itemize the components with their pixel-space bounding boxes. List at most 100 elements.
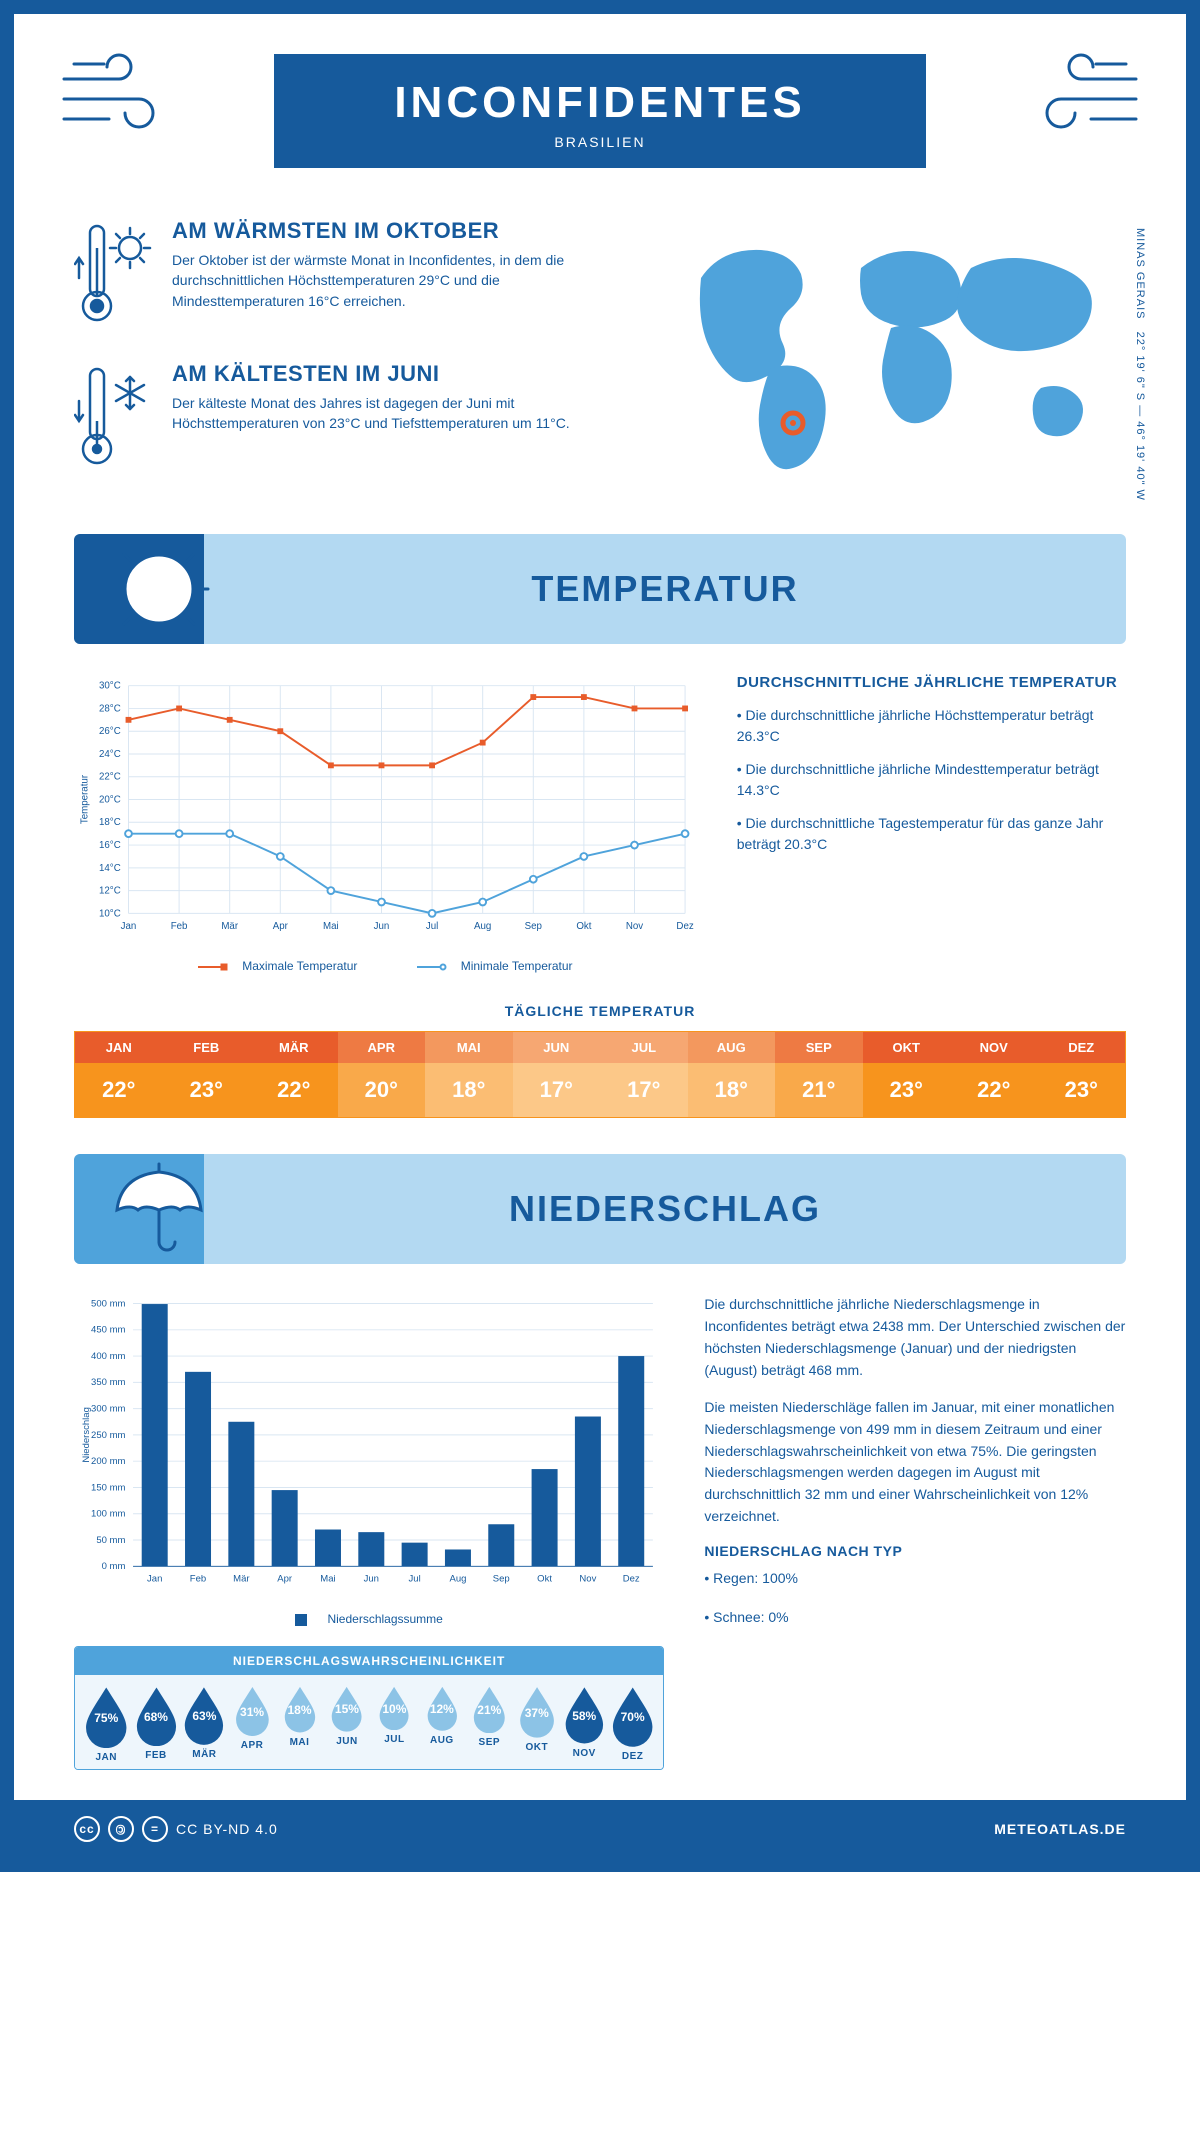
svg-text:Sep: Sep xyxy=(493,1574,510,1585)
section-title: NIEDERSCHLAG xyxy=(204,1188,1126,1230)
svg-text:28°C: 28°C xyxy=(99,703,121,714)
warmest-block: AM WÄRMSTEN IM OKTOBER Der Oktober ist d… xyxy=(74,218,631,333)
svg-text:12°C: 12°C xyxy=(99,886,121,897)
precip-type-heading: NIEDERSCHLAG NACH TYP xyxy=(704,1543,1126,1559)
svg-text:Feb: Feb xyxy=(171,921,188,932)
svg-text:Feb: Feb xyxy=(190,1574,206,1585)
svg-text:350 mm: 350 mm xyxy=(91,1378,125,1389)
site-name: METEOATLAS.DE xyxy=(994,1821,1126,1837)
svg-text:150 mm: 150 mm xyxy=(91,1483,125,1494)
temp-cell: JUL17° xyxy=(600,1032,688,1117)
temp-bullet: • Die durchschnittliche jährliche Mindes… xyxy=(737,759,1126,801)
svg-text:Jul: Jul xyxy=(426,921,438,932)
svg-text:Temperatur: Temperatur xyxy=(80,774,91,824)
svg-text:10°C: 10°C xyxy=(99,908,121,919)
umbrella-icon xyxy=(74,1154,204,1264)
svg-text:50 mm: 50 mm xyxy=(96,1535,125,1546)
svg-text:Jul: Jul xyxy=(409,1574,421,1585)
thermometer-snow-icon xyxy=(74,361,154,476)
svg-text:500 mm: 500 mm xyxy=(91,1299,125,1310)
temp-cell: DEZ23° xyxy=(1038,1032,1126,1117)
svg-text:30°C: 30°C xyxy=(99,681,121,692)
svg-text:300 mm: 300 mm xyxy=(91,1404,125,1415)
precip-type: • Regen: 100% xyxy=(704,1567,1126,1589)
svg-text:400 mm: 400 mm xyxy=(91,1351,125,1362)
svg-text:16°C: 16°C xyxy=(99,840,121,851)
svg-text:250 mm: 250 mm xyxy=(91,1430,125,1441)
temp-cell: JAN22° xyxy=(75,1032,163,1117)
svg-text:26°C: 26°C xyxy=(99,726,121,737)
footer: cc 🄯 = CC BY-ND 4.0 METEOATLAS.DE xyxy=(14,1800,1186,1858)
temp-cell: NOV22° xyxy=(950,1032,1038,1117)
temp-cell: AUG18° xyxy=(688,1032,776,1117)
svg-text:Mai: Mai xyxy=(323,921,339,932)
prob-drop: 68%FEB xyxy=(132,1685,181,1763)
coldest-text: Der kälteste Monat des Jahres ist dagege… xyxy=(172,393,631,434)
svg-text:Dez: Dez xyxy=(676,921,693,932)
sun-icon xyxy=(74,534,204,644)
temp-legend: Maximale Temperatur Minimale Temperatur xyxy=(74,959,697,973)
page-subtitle: BRASILIEN xyxy=(394,134,805,150)
temp-cell: APR20° xyxy=(338,1032,426,1117)
svg-text:Nov: Nov xyxy=(579,1574,596,1585)
svg-text:100 mm: 100 mm xyxy=(91,1509,125,1520)
temp-cell: MAI18° xyxy=(425,1032,513,1117)
warmest-text: Der Oktober ist der wärmste Monat in Inc… xyxy=(172,250,631,311)
section-precipitation: NIEDERSCHLAG xyxy=(74,1154,1126,1264)
svg-text:Jan: Jan xyxy=(147,1574,162,1585)
temp-bullet: • Die durchschnittliche jährliche Höchst… xyxy=(737,705,1126,747)
prob-drop: 12%AUG xyxy=(418,1685,465,1763)
svg-text:Sep: Sep xyxy=(525,921,542,932)
precip-paragraph: Die durchschnittliche jährliche Niedersc… xyxy=(704,1294,1126,1381)
svg-text:14°C: 14°C xyxy=(99,863,121,874)
world-map: MINAS GERAIS 22° 19' 6" S — 46° 19' 40" … xyxy=(661,218,1126,504)
cc-icon: cc xyxy=(74,1816,100,1842)
prob-drop: 21%SEP xyxy=(466,1685,513,1763)
license: cc 🄯 = CC BY-ND 4.0 xyxy=(74,1816,278,1842)
thermometer-sun-icon xyxy=(74,218,154,333)
daily-temp-table: TÄGLICHE TEMPERATUR JAN22°FEB23°MÄR22°AP… xyxy=(74,1003,1126,1118)
svg-text:20°C: 20°C xyxy=(99,794,121,805)
prob-drop: 70%DEZ xyxy=(608,1685,657,1763)
temp-cell: MÄR22° xyxy=(250,1032,338,1117)
svg-text:Mär: Mär xyxy=(233,1574,250,1585)
precip-type: • Schnee: 0% xyxy=(704,1606,1126,1628)
coordinates: MINAS GERAIS 22° 19' 6" S — 46° 19' 40" … xyxy=(1134,228,1146,501)
svg-text:Mär: Mär xyxy=(221,921,239,932)
prob-drop: 37%OKT xyxy=(513,1685,560,1763)
svg-text:200 mm: 200 mm xyxy=(91,1456,125,1467)
svg-text:Aug: Aug xyxy=(474,921,491,932)
precipitation-chart: 0 mm50 mm100 mm150 mm200 mm250 mm300 mm3… xyxy=(74,1294,664,1626)
section-temperature: TEMPERATUR xyxy=(74,534,1126,644)
prob-drop: 31%APR xyxy=(228,1685,275,1763)
svg-text:Mai: Mai xyxy=(320,1574,335,1585)
nd-icon: = xyxy=(142,1816,168,1842)
svg-text:Aug: Aug xyxy=(449,1574,466,1585)
section-title: TEMPERATUR xyxy=(204,568,1126,610)
prob-drop: 18%MAI xyxy=(276,1685,323,1763)
svg-text:Okt: Okt xyxy=(537,1574,552,1585)
svg-text:Dez: Dez xyxy=(623,1574,640,1585)
svg-text:Jun: Jun xyxy=(364,1574,379,1585)
prob-drop: 15%JUN xyxy=(323,1685,370,1763)
precip-legend: Niederschlagssumme xyxy=(74,1612,664,1626)
prob-drop: 10%JUL xyxy=(371,1685,418,1763)
temp-cell: SEP21° xyxy=(775,1032,863,1117)
by-icon: 🄯 xyxy=(108,1816,134,1842)
wind-icon xyxy=(54,44,184,149)
temp-cell: FEB23° xyxy=(163,1032,251,1117)
prob-drop: 63%MÄR xyxy=(180,1685,228,1763)
svg-text:18°C: 18°C xyxy=(99,817,121,828)
svg-text:Okt: Okt xyxy=(576,921,591,932)
coldest-title: AM KÄLTESTEN IM JUNI xyxy=(172,361,631,387)
wind-icon xyxy=(1016,44,1146,149)
temp-cell: JUN17° xyxy=(513,1032,601,1117)
svg-text:22°C: 22°C xyxy=(99,772,121,783)
precip-probability: NIEDERSCHLAGSWAHRSCHEINLICHKEIT 75%JAN68… xyxy=(74,1646,664,1770)
temperature-chart: 10°C12°C14°C16°C18°C20°C22°C24°C26°C28°C… xyxy=(74,674,697,973)
coldest-block: AM KÄLTESTEN IM JUNI Der kälteste Monat … xyxy=(74,361,631,476)
svg-text:450 mm: 450 mm xyxy=(91,1325,125,1336)
title-banner: INCONFIDENTES BRASILIEN xyxy=(274,54,925,168)
temp-bullet: • Die durchschnittliche Tagestemperatur … xyxy=(737,813,1126,855)
precip-paragraph: Die meisten Niederschläge fallen im Janu… xyxy=(704,1397,1126,1527)
